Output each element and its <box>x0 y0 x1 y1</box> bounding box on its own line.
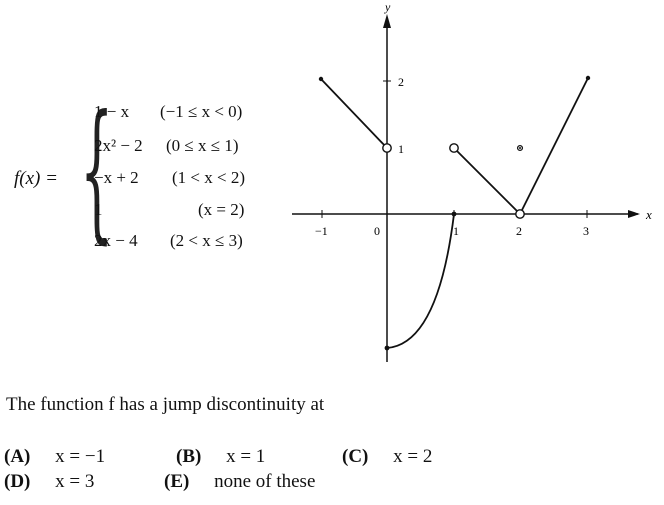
choice-letter: (C) <box>342 446 369 467</box>
choice-text: none of these <box>214 471 316 492</box>
x-tick-label: 0 <box>374 224 380 238</box>
x-tick-label: 2 <box>516 224 522 238</box>
piece-condition: (0 ≤ x ≤ 1) <box>166 136 239 155</box>
y-axis-arrow <box>383 14 391 28</box>
function-graph: x y −1 0 1 2 3 1 2 <box>292 0 652 362</box>
choice-letter: (E) <box>164 471 190 492</box>
piece-condition: (2 < x ≤ 3) <box>170 231 243 250</box>
choice-text: x = −1 <box>55 446 106 467</box>
choice-letter: (D) <box>4 471 31 492</box>
graph-segment-3 <box>453 147 521 215</box>
piece-expression: 1 − x <box>94 102 130 121</box>
graph-curve-2 <box>386 213 455 349</box>
open-endpoint <box>449 143 459 153</box>
closed-endpoint <box>384 345 390 351</box>
open-endpoint <box>515 209 525 219</box>
closed-endpoint <box>585 75 591 81</box>
function-name: f(x) = <box>14 168 58 189</box>
piece-condition: (−1 ≤ x < 0) <box>160 102 243 121</box>
open-endpoint <box>382 143 392 153</box>
piece-expression: −x + 2 <box>94 168 139 187</box>
choice-text: x = 3 <box>55 471 95 492</box>
isolated-point-center <box>519 147 521 149</box>
choice-c[interactable]: (C) x = 2 <box>342 446 432 468</box>
piece-expression: 1 <box>94 200 103 219</box>
choice-letter: (A) <box>4 446 31 467</box>
graph-segment-1 <box>320 78 388 149</box>
piece-condition: (x = 2) <box>198 200 245 219</box>
y-tick-label: 2 <box>398 75 404 89</box>
piece-expression: 2x² − 2 <box>94 136 143 155</box>
choice-letter: (B) <box>176 446 202 467</box>
choice-a[interactable]: (A) x = −1 <box>4 446 105 468</box>
piece-condition: (1 < x < 2) <box>172 168 245 187</box>
choice-b[interactable]: (B) x = 1 <box>176 446 265 468</box>
choice-d[interactable]: (D) x = 3 <box>4 471 94 493</box>
piece-expression: 2x − 4 <box>94 231 138 250</box>
x-tick-label: 1 <box>453 224 459 238</box>
x-axis-label: x <box>645 207 652 222</box>
closed-endpoint <box>451 211 457 217</box>
choice-text: x = 1 <box>226 446 266 467</box>
x-tick-label: −1 <box>315 224 328 238</box>
closed-endpoint <box>318 76 324 82</box>
question-stem: The function f has a jump discontinuity … <box>6 394 325 415</box>
choice-text: x = 2 <box>393 446 433 467</box>
piecewise-definition: f(x) = { 1 − x (−1 ≤ x < 0) 2x² − 2 (0 ≤… <box>14 84 274 258</box>
y-axis-label: y <box>384 0 391 14</box>
choice-e[interactable]: (E) none of these <box>164 471 315 493</box>
x-axis-arrow <box>628 210 640 218</box>
left-brace: { <box>80 84 114 258</box>
x-tick-label: 3 <box>583 224 589 238</box>
graph-segment-5 <box>519 77 589 215</box>
y-tick-label: 1 <box>398 142 404 156</box>
